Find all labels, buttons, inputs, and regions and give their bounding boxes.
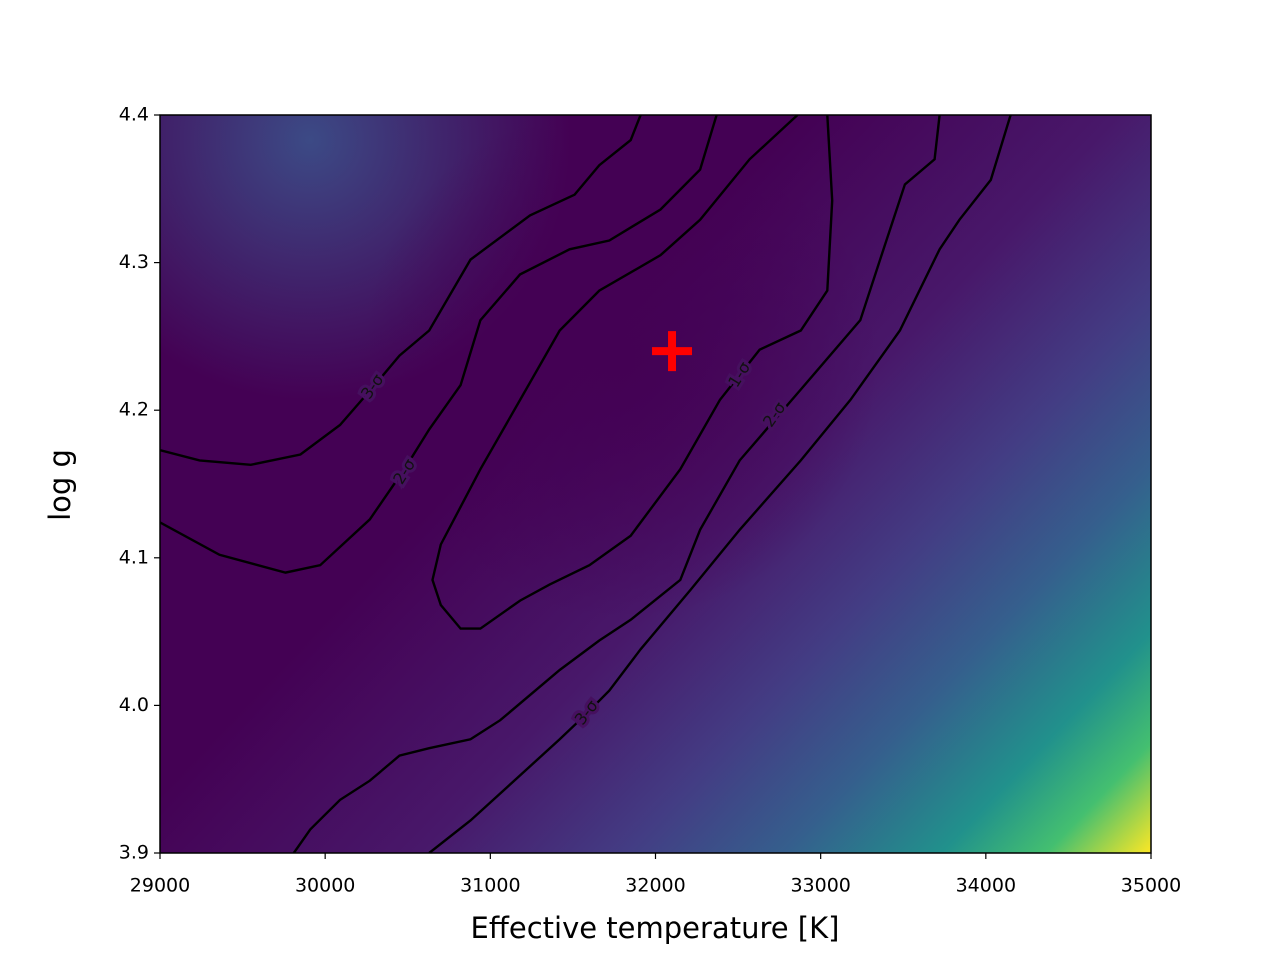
x-tick-label: 32000	[625, 875, 685, 897]
y-tick-label: 4.0	[119, 694, 149, 716]
x-axis-label: Effective temperature [K]	[471, 911, 840, 945]
y-tick-label: 4.4	[119, 104, 149, 126]
x-tick-label: 29000	[130, 875, 190, 897]
contour-line	[431, 115, 834, 630]
x-tick-label: 34000	[956, 875, 1016, 897]
contour-line	[160, 115, 1012, 853]
best-fit-marker	[652, 331, 693, 372]
x-tick-label: 35000	[1121, 875, 1181, 897]
y-tick-label: 4.3	[119, 251, 149, 273]
x-tick-label: 31000	[460, 875, 520, 897]
x-tick-label: 30000	[295, 875, 355, 897]
y-tick-label: 4.1	[119, 546, 149, 568]
y-tick-label: 3.9	[119, 842, 149, 864]
y-axis-label: log g	[43, 449, 77, 521]
contour-line	[160, 115, 941, 853]
y-tick-label: 4.2	[119, 399, 149, 421]
heatmap	[160, 115, 1151, 853]
x-tick-label: 33000	[790, 875, 850, 897]
plot-area	[160, 115, 1012, 853]
